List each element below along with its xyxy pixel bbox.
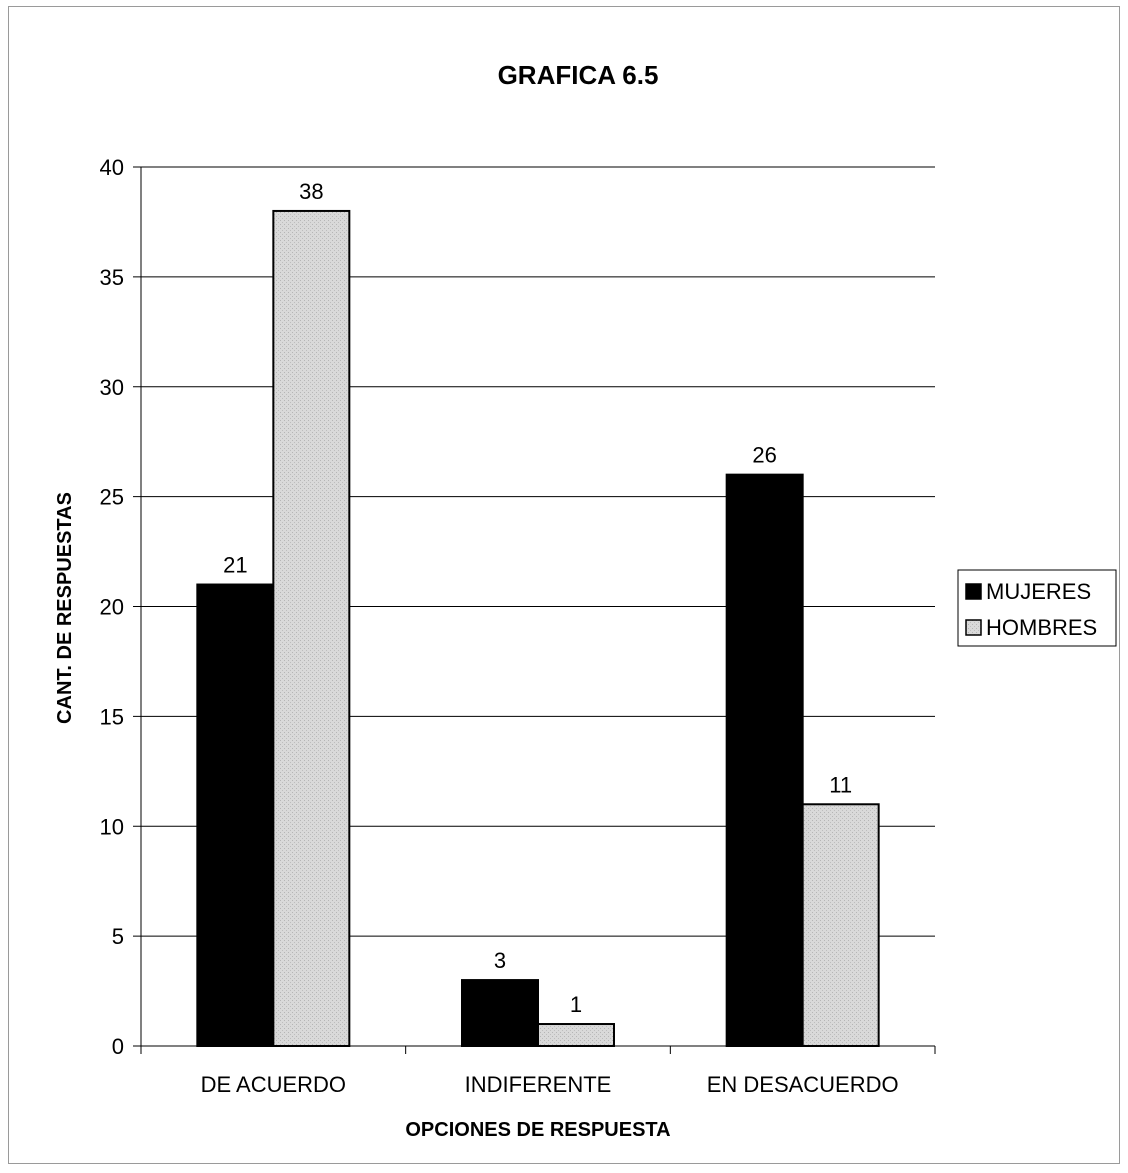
chart-title: GRAFICA 6.5 [498, 60, 659, 90]
y-tick-label: 25 [100, 485, 124, 510]
bar-hombres [272, 209, 351, 1047]
bar-mujeres [196, 583, 275, 1048]
legend-swatch-mujeres [965, 583, 982, 600]
x-axis-title: OPCIONES DE RESPUESTA [405, 1119, 670, 1141]
x-category-label: INDIFERENTE [465, 1072, 612, 1097]
y-tick-label: 40 [100, 155, 124, 180]
bar-hombres [801, 803, 880, 1048]
chart-frame [8, 6, 1120, 1164]
data-label: 21 [223, 553, 247, 578]
data-label: 26 [752, 443, 776, 468]
legend-label-hombres: HOMBRES [986, 615, 1097, 640]
data-label: 38 [299, 179, 323, 204]
y-tick-label: 15 [100, 704, 124, 729]
legend-swatch-hombres [965, 619, 982, 636]
labels: 0 5 10 15 20 25 30 35 40 DE ACUERDO 21 38 INDIFERENT… [100, 155, 899, 1097]
y-tick-label: 30 [100, 375, 124, 400]
y-tick-label: 5 [112, 924, 124, 949]
bars [196, 209, 880, 1048]
y-tick-label: 0 [112, 1034, 124, 1059]
legend-box [957, 569, 1117, 647]
y-tick-label: 35 [100, 265, 124, 290]
bar-hombres [537, 1023, 615, 1048]
data-label: 11 [829, 772, 852, 797]
bar-mujeres [725, 473, 804, 1047]
x-category-label: EN DESACUERDO [707, 1072, 899, 1097]
y-tick-label: 20 [100, 595, 124, 620]
legend-label-mujeres: MUJERES [986, 579, 1091, 604]
bar-mujeres [461, 979, 539, 1048]
data-label: 1 [570, 992, 582, 1017]
legend: MUJERES HOMBRES [957, 569, 1117, 647]
data-label: 3 [494, 948, 506, 973]
x-category-label: DE ACUERDO [201, 1072, 346, 1097]
y-axis-title: CANT. DE RESPUESTAS [54, 492, 76, 724]
y-tick-label: 10 [100, 814, 124, 839]
axes [133, 166, 936, 1054]
